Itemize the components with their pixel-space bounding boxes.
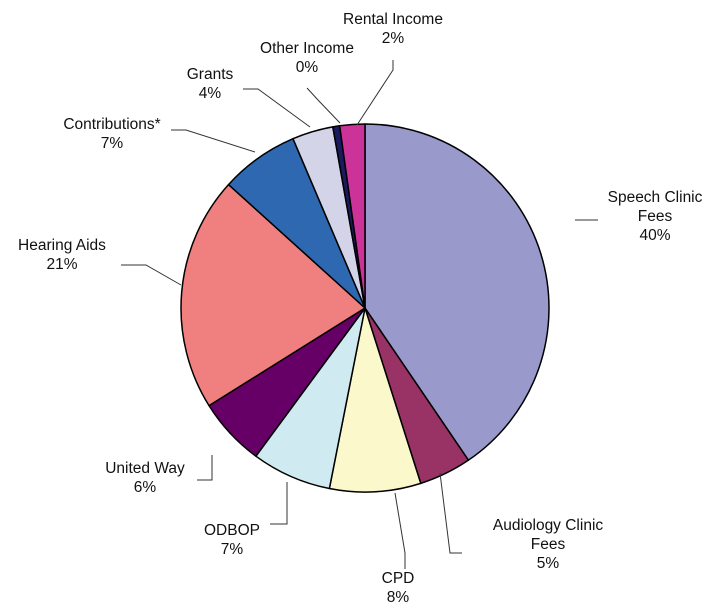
slice-percent: 0% (296, 59, 319, 76)
slice-percent: 5% (537, 555, 560, 572)
pie-slices (180, 123, 550, 493)
leader-line (270, 482, 288, 525)
slice-label: Hearing Aids 21% (18, 237, 106, 273)
leader-line (306, 87, 341, 124)
slice-label: CPD 8% (382, 570, 415, 606)
slice-percent: 2% (382, 30, 405, 47)
slice-name: Hearing Aids (18, 237, 106, 254)
slice-name: Rental Income (343, 11, 443, 28)
slice-label: Contributions* 7% (63, 116, 160, 152)
leader-line (197, 455, 213, 481)
pie-slice-cpd (328, 307, 422, 493)
slice-labels: Speech Clinic Fees 40% Audiology Clinic Fees… (18, 11, 703, 606)
leader-lines (121, 60, 598, 569)
slice-name: Contributions* (63, 116, 160, 133)
slice-percent: 4% (199, 85, 222, 102)
slice-percent: 7% (221, 541, 244, 558)
pie-slice-rental-income (338, 123, 366, 309)
slice-name: Grants (187, 66, 234, 83)
slice-percent: 40% (639, 227, 670, 244)
leader-line (171, 129, 256, 153)
pie-slice-hearing-aids (180, 183, 366, 407)
slice-percent: 21% (46, 256, 77, 273)
leader-line (121, 264, 182, 286)
slice-name: Audiology Clinic (493, 517, 604, 534)
slice-label: United Way 6% (105, 460, 185, 496)
slice-name: ODBOP (204, 522, 260, 539)
slice-name: Fees (638, 208, 673, 225)
slice-name: Speech Clinic (608, 189, 703, 206)
slice-name: United Way (105, 460, 185, 477)
slice-label: ODBOP 7% (204, 522, 260, 558)
leader-line (243, 88, 311, 128)
slice-label: Grants 4% (187, 66, 234, 102)
leader-line (394, 492, 406, 569)
pie-slice-speech-clinic-fees (364, 123, 550, 461)
leader-line (356, 60, 394, 126)
slice-name: Other Income (260, 40, 354, 57)
slice-label: Other Income 0% (260, 40, 354, 76)
slice-label: Audiology Clinic Fees 5% (493, 517, 604, 572)
slice-percent: 7% (101, 135, 124, 152)
slice-percent: 6% (134, 479, 157, 496)
slice-name: CPD (382, 570, 415, 587)
slice-label: Speech Clinic Fees 40% (608, 189, 703, 244)
slice-label: Rental Income 2% (343, 11, 443, 47)
leader-line (439, 472, 462, 554)
slice-name: Fees (531, 536, 566, 553)
slice-percent: 8% (387, 589, 410, 606)
